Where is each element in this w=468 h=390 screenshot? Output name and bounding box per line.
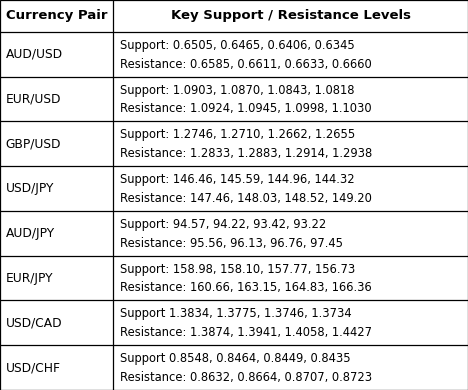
Text: Support: 1.2746, 1.2710, 1.2662, 1.2655: Support: 1.2746, 1.2710, 1.2662, 1.2655 (120, 128, 356, 142)
Text: Support: 94.57, 94.22, 93.42, 93.22: Support: 94.57, 94.22, 93.42, 93.22 (120, 218, 327, 231)
Text: EUR/JPY: EUR/JPY (6, 271, 53, 285)
Text: AUD/USD: AUD/USD (6, 48, 63, 61)
Text: Support 1.3834, 1.3775, 1.3746, 1.3734: Support 1.3834, 1.3775, 1.3746, 1.3734 (120, 307, 352, 321)
Text: Key Support / Resistance Levels: Key Support / Resistance Levels (171, 9, 410, 23)
Text: EUR/USD: EUR/USD (6, 92, 61, 106)
Text: AUD/JPY: AUD/JPY (6, 227, 55, 240)
Text: USD/CAD: USD/CAD (6, 316, 62, 330)
Text: Resistance: 1.3874, 1.3941, 1.4058, 1.4427: Resistance: 1.3874, 1.3941, 1.4058, 1.44… (120, 326, 372, 339)
Text: Support: 146.46, 145.59, 144.96, 144.32: Support: 146.46, 145.59, 144.96, 144.32 (120, 173, 355, 186)
Text: Resistance: 95.56, 96.13, 96.76, 97.45: Resistance: 95.56, 96.13, 96.76, 97.45 (120, 237, 343, 250)
Text: Resistance: 1.2833, 1.2883, 1.2914, 1.2938: Resistance: 1.2833, 1.2883, 1.2914, 1.29… (120, 147, 373, 160)
Text: Support: 158.98, 158.10, 157.77, 156.73: Support: 158.98, 158.10, 157.77, 156.73 (120, 263, 356, 276)
Text: Resistance: 160.66, 163.15, 164.83, 166.36: Resistance: 160.66, 163.15, 164.83, 166.… (120, 282, 372, 294)
Text: Resistance: 1.0924, 1.0945, 1.0998, 1.1030: Resistance: 1.0924, 1.0945, 1.0998, 1.10… (120, 103, 372, 115)
Text: Resistance: 0.8632, 0.8664, 0.8707, 0.8723: Resistance: 0.8632, 0.8664, 0.8707, 0.87… (120, 371, 373, 384)
Text: Support 0.8548, 0.8464, 0.8449, 0.8435: Support 0.8548, 0.8464, 0.8449, 0.8435 (120, 352, 351, 365)
Text: USD/JPY: USD/JPY (6, 182, 54, 195)
Text: Support: 0.6505, 0.6465, 0.6406, 0.6345: Support: 0.6505, 0.6465, 0.6406, 0.6345 (120, 39, 355, 52)
Text: Resistance: 147.46, 148.03, 148.52, 149.20: Resistance: 147.46, 148.03, 148.52, 149.… (120, 192, 372, 205)
Text: Currency Pair: Currency Pair (6, 9, 107, 23)
Text: Resistance: 0.6585, 0.6611, 0.6633, 0.6660: Resistance: 0.6585, 0.6611, 0.6633, 0.66… (120, 58, 372, 71)
Text: Support: 1.0903, 1.0870, 1.0843, 1.0818: Support: 1.0903, 1.0870, 1.0843, 1.0818 (120, 84, 355, 97)
Text: GBP/USD: GBP/USD (6, 137, 61, 151)
Text: USD/CHF: USD/CHF (6, 361, 61, 374)
